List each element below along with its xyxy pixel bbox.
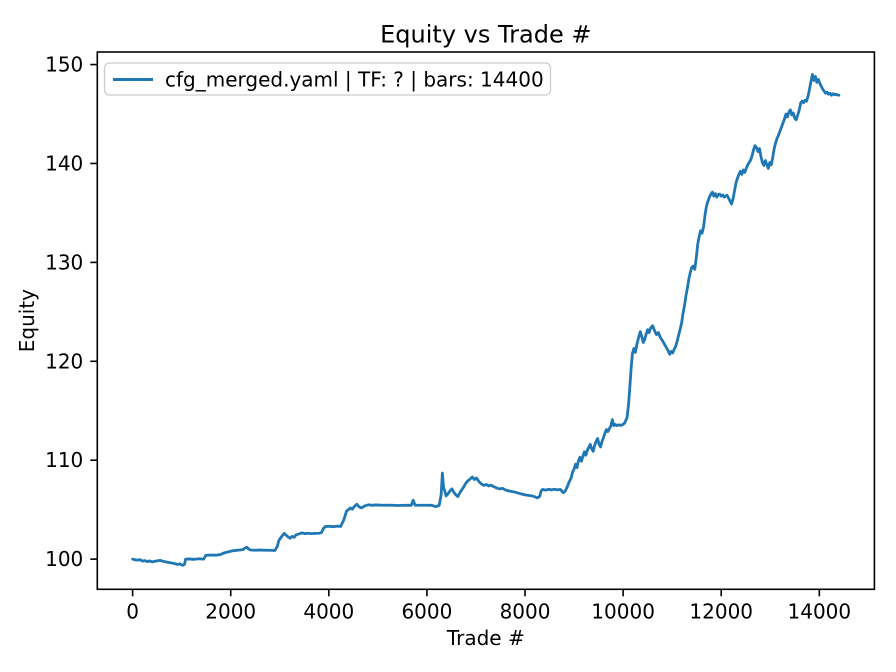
plot-area bbox=[96, 51, 876, 591]
x-tick-label: 14000 bbox=[788, 599, 852, 623]
y-tick-label: 110 bbox=[45, 448, 83, 472]
x-tick-label: 4000 bbox=[303, 599, 354, 623]
y-axis-ticks: 100 110 120 130 140 150 bbox=[45, 53, 98, 571]
x-tick-label: 8000 bbox=[500, 599, 551, 623]
x-tick-label: 10000 bbox=[591, 599, 655, 623]
chart-title: Equity vs Trade # bbox=[380, 21, 591, 49]
y-tick-label: 150 bbox=[45, 53, 83, 77]
x-axis-label: Trade # bbox=[446, 626, 525, 650]
legend-box bbox=[103, 62, 552, 96]
y-tick-label: 130 bbox=[45, 250, 83, 274]
legend-entry-label: cfg_merged.yaml | TF: ? | bars: 14400 bbox=[165, 68, 544, 92]
equity-line-series bbox=[131, 73, 841, 567]
x-tick-label: 2000 bbox=[205, 599, 256, 623]
x-tick-label: 6000 bbox=[401, 599, 452, 623]
x-axis-ticks: 0 2000 4000 6000 8000 10000 12000 14000 bbox=[126, 589, 851, 623]
x-tick-label: 0 bbox=[126, 599, 139, 623]
y-tick-label: 140 bbox=[45, 151, 83, 175]
legend: cfg_merged.yaml | TF: ? | bars: 14400 bbox=[103, 62, 552, 96]
y-tick-label: 120 bbox=[45, 349, 83, 373]
y-tick-label: 100 bbox=[45, 547, 83, 571]
x-tick-label: 12000 bbox=[689, 599, 753, 623]
y-axis-label: Equity bbox=[15, 289, 39, 352]
